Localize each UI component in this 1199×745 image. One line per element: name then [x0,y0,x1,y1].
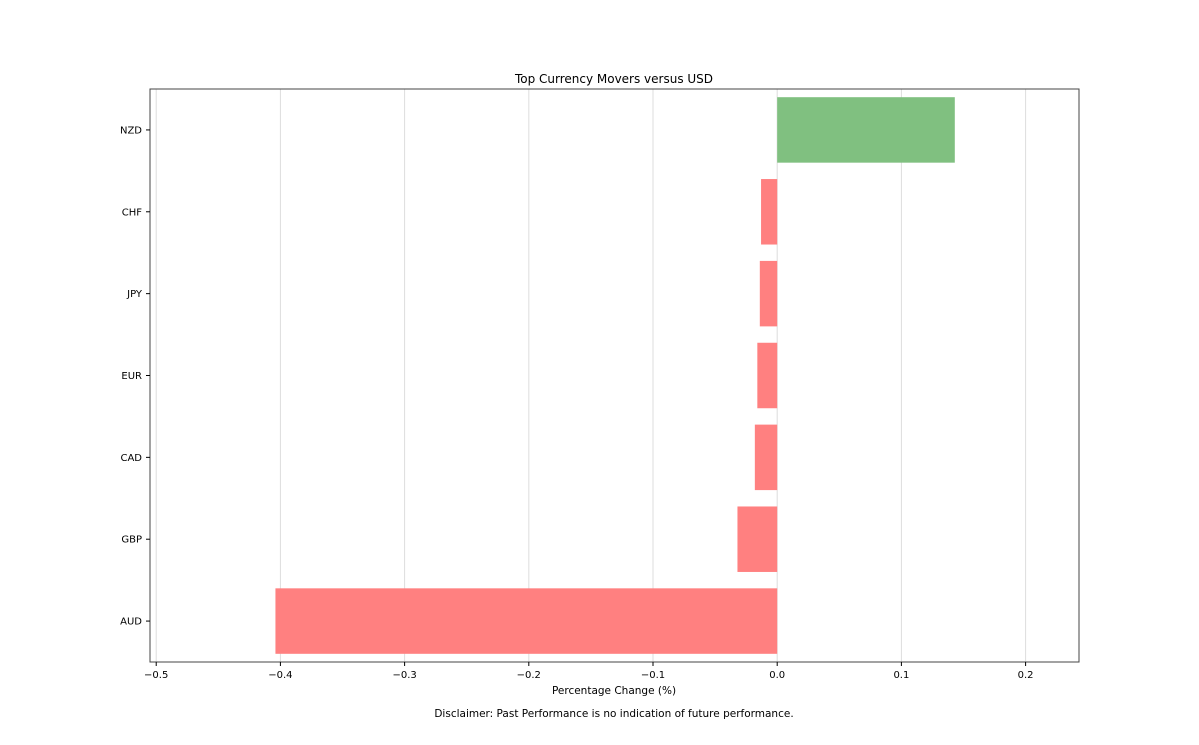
plot-frame [149,88,1080,663]
y-tick-label: JPY [126,289,143,300]
y-tick-label: NZD [120,125,142,136]
disclaimer-text: Disclaimer: Past Performance is no indic… [434,708,793,720]
x-tick-label: −0.1 [641,670,665,681]
x-tick-label: −0.5 [144,670,168,681]
y-axis-ticks: NZD CHF JPY EUR CAD GBP AUD [120,125,150,628]
x-tick-label: −0.4 [268,670,292,681]
bar-chf [761,179,778,245]
bar-nzd [777,97,955,163]
y-tick-label: EUR [121,371,142,382]
x-tick-label: 0.1 [893,670,909,681]
y-tick-label: CHF [122,207,143,218]
x-axis-label: Percentage Change (%) [552,685,676,697]
x-tick-label: 0.2 [1018,670,1034,681]
x-tick-label: −0.3 [392,670,416,681]
y-tick-label: CAD [120,453,142,464]
bars [275,97,955,654]
y-tick-label: GBP [121,535,142,546]
x-tick-label: −0.2 [517,670,541,681]
chart-title: Top Currency Movers versus USD [514,72,713,86]
grid-lines [155,89,1027,662]
bar-jpy [759,260,778,327]
bar-aud [275,588,778,654]
bar-gbp [737,506,778,572]
bar-eur [757,342,778,409]
x-axis-ticks: −0.5 −0.4 −0.3 −0.2 −0.1 0.0 0.1 0.2 [144,662,1034,681]
x-tick-label: 0.0 [769,670,785,681]
bar-cad [754,424,778,491]
y-tick-label: AUD [120,617,142,628]
